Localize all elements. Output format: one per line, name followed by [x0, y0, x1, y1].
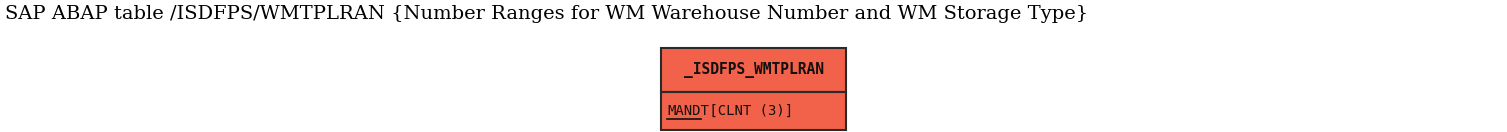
Text: MANDT: MANDT [668, 104, 708, 118]
Bar [662, 92, 845, 130]
Text: _ISDFPS_WMTPLRAN: _ISDFPS_WMTPLRAN [684, 62, 823, 78]
Text: SAP ABAP table /ISDFPS/WMTPLRAN {Number Ranges for WM Warehouse Number and WM St: SAP ABAP table /ISDFPS/WMTPLRAN {Number … [5, 5, 1088, 23]
Text: [CLNT (3)]: [CLNT (3)] [701, 104, 793, 118]
Bar [662, 48, 845, 92]
